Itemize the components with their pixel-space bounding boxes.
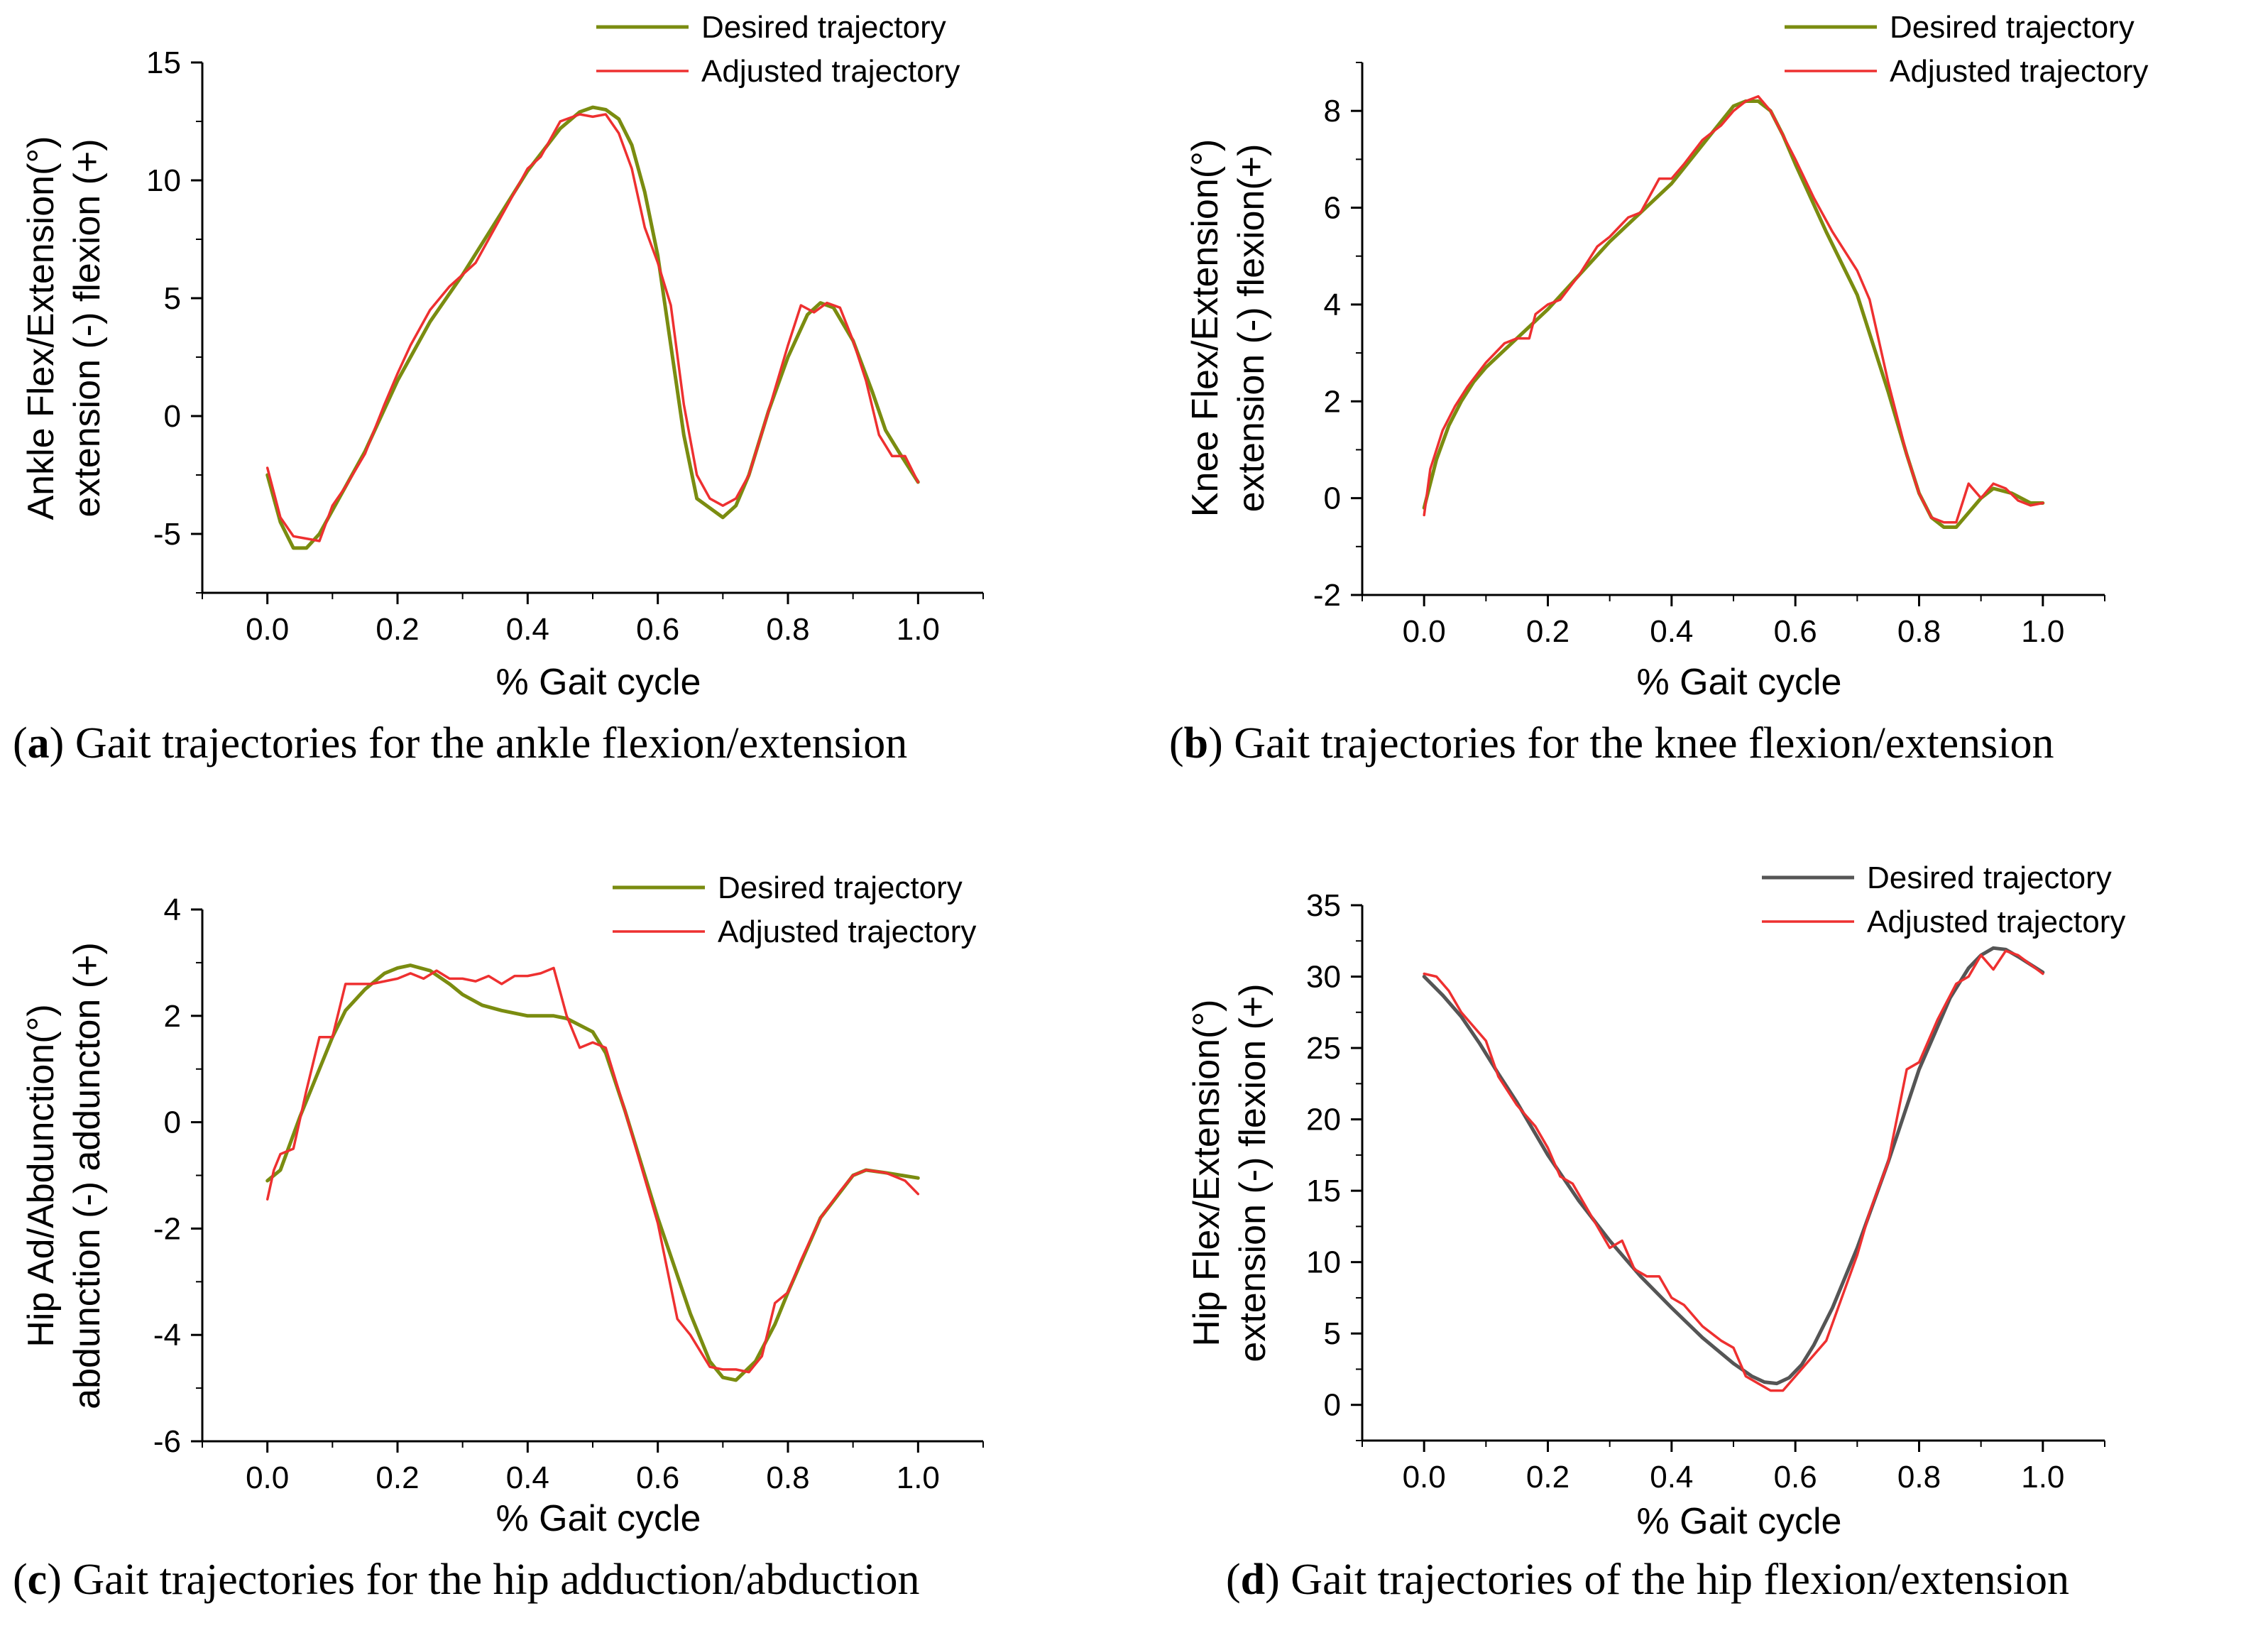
legend-label-adjusted-d: Adjusted trajectory (1867, 905, 2125, 939)
chart-panel-b: 0.0 0.2 0.4 0.6 0.8 1.0 -2 0 2 4 6 8 % Gait cycle Kne… (1169, 0, 2268, 781)
y-tick-label-b: 8 (1324, 94, 1341, 129)
legend-label-adjusted-b: Adjusted trajectory (1890, 54, 2148, 89)
chart-a: 0.0 0.2 0.4 0.6 0.8 1.0 -5 0 5 10 15 % Gait cycle An… (21, 10, 984, 703)
series-line-desired-a (265, 105, 920, 550)
y-axis-label-line2-d: extension (-) flexion (+) (1232, 983, 1273, 1362)
x-tick-label-a: 1.0 (897, 612, 940, 647)
x-tick-label-d: 0.6 (1774, 1460, 1817, 1495)
y-axis-label-a: Ankle Flex/Extension(°) (21, 136, 62, 520)
series-line-adjusted-d (1423, 949, 2044, 1392)
x-tick-label-b: 0.8 (1897, 614, 1941, 649)
x-tick-label-d: 0.2 (1526, 1460, 1569, 1495)
y-tick-label-b: 2 (1324, 384, 1341, 419)
x-tick-label-c: 0.6 (636, 1460, 679, 1495)
y-tick-label-c: -2 (153, 1211, 181, 1246)
series-line-adjusted-c (265, 966, 920, 1374)
caption-text-c: Gait trajectories for the hip adduction/… (72, 1556, 920, 1604)
y-tick-label-a: 0 (164, 399, 181, 434)
x-tick-label-d: 0.4 (1650, 1460, 1693, 1495)
legend-label-adjusted-a: Adjusted trajectory (701, 54, 960, 89)
series-line-adjusted-a (265, 113, 920, 542)
chart-panel-d: 0.0 0.2 0.4 0.6 0.8 1.0 0 5 10 15 20 25 30 35 % Gait c… (1169, 838, 2268, 1628)
x-tick-label-d: 0.0 (1403, 1460, 1446, 1495)
x-axis-label-b: % Gait cycle (1637, 662, 1842, 703)
x-tick-label-a: 0.8 (766, 612, 809, 647)
y-tick-label-d: 5 (1324, 1316, 1341, 1351)
caption-text-d: Gait trajectories of the hip flexion/ext… (1291, 1556, 2070, 1604)
y-tick-label-b: 0 (1324, 481, 1341, 516)
x-tick-label-b: 0.2 (1526, 614, 1569, 649)
x-tick-label-a: 0.0 (246, 612, 289, 647)
y-tick-label-d: 15 (1306, 1174, 1341, 1208)
caption-d: (d) Gait trajectories of the hip flexion… (1226, 1556, 2070, 1604)
x-axis-label-d: % Gait cycle (1637, 1501, 1842, 1542)
chart-b: 0.0 0.2 0.4 0.6 0.8 1.0 -2 0 2 4 6 8 % Gait cycle Kne… (1185, 10, 2148, 703)
caption-a: (a) Gait trajectories for the ankle flex… (13, 719, 908, 767)
y-axis-label-line2-b: extension (-) flexion(+) (1231, 144, 1272, 513)
x-tick-label-c: 0.0 (246, 1460, 289, 1495)
y-tick-label-c: -4 (153, 1318, 181, 1353)
caption-letter-a: a (27, 719, 50, 767)
series-line-adjusted-b (1423, 94, 2044, 524)
y-tick-label-c: 4 (164, 892, 181, 927)
chart-c: 0.0 0.2 0.4 0.6 0.8 1.0 -6 -4 -2 0 2 4 % Gait cycle H… (21, 870, 984, 1539)
y-axis-label-c: Hip Ad/Abdunction(°) (21, 1004, 62, 1347)
y-tick-label-b: -2 (1313, 578, 1341, 613)
series-line-desired-b (1422, 99, 2045, 529)
x-tick-label-b: 0.6 (1774, 614, 1817, 649)
y-axis-label-line2-c: abdunction (-) adduncton (+) (67, 942, 108, 1409)
chart-panel-c: 0.0 0.2 0.4 0.6 0.8 1.0 -6 -4 -2 0 2 4 % Gait cycle H… (0, 838, 1134, 1628)
legend-label-adjusted-c: Adjusted trajectory (718, 914, 976, 949)
caption-c: (c) Gait trajectories for the hip adduct… (13, 1556, 920, 1604)
series-line-desired-d (1422, 946, 2045, 1386)
x-tick-label-b: 0.4 (1650, 614, 1693, 649)
y-tick-label-d: 10 (1306, 1245, 1341, 1280)
y-axis-label-d: Hip Flex/Extension(°) (1186, 1000, 1227, 1347)
x-axis-label-a: % Gait cycle (496, 662, 701, 703)
y-tick-label-a: 5 (164, 281, 181, 316)
caption-b: (b) Gait trajectories for the knee flexi… (1169, 719, 2054, 767)
x-tick-label-a: 0.2 (376, 612, 419, 647)
y-tick-label-d: 20 (1306, 1103, 1341, 1137)
y-axis-label-b: Knee Flex/Extension(°) (1185, 139, 1226, 517)
legend-label-desired-d: Desired trajectory (1867, 861, 2112, 895)
y-tick-label-a: 15 (146, 45, 181, 80)
y-tick-label-a: 10 (146, 163, 181, 198)
x-tick-label-c: 0.4 (506, 1460, 549, 1495)
y-axis-label-line2-a: extension (-) flexion (+) (67, 138, 108, 517)
y-tick-label-b: 4 (1324, 288, 1341, 322)
legend-label-desired-c: Desired trajectory (718, 870, 963, 905)
chart-d: 0.0 0.2 0.4 0.6 0.8 1.0 0 5 10 15 20 25 30 35 % Gait c… (1186, 861, 2125, 1542)
series-line-desired-c (265, 963, 920, 1382)
y-tick-label-c: 0 (164, 1105, 181, 1140)
y-tick-label-d: 30 (1306, 960, 1341, 995)
caption-text-a: Gait trajectories for the ankle flexion/… (75, 719, 908, 767)
legend-label-desired-b: Desired trajectory (1890, 10, 2135, 45)
x-axis-label-c: % Gait cycle (496, 1498, 701, 1539)
y-tick-label-c: -6 (153, 1424, 181, 1459)
x-tick-label-c: 1.0 (897, 1460, 940, 1495)
y-tick-label-c: 2 (164, 999, 181, 1034)
x-tick-label-d: 0.8 (1897, 1460, 1941, 1495)
x-tick-label-c: 0.2 (376, 1460, 419, 1495)
x-tick-label-d: 1.0 (2021, 1460, 2064, 1495)
chart-panel-a: 0.0 0.2 0.4 0.6 0.8 1.0 -5 0 5 10 15 % Gait cycle An… (0, 0, 1134, 781)
caption-letter-d: d (1240, 1556, 1266, 1604)
x-tick-label-c: 0.8 (766, 1460, 809, 1495)
caption-letter-b: b (1183, 719, 1209, 767)
y-tick-label-b: 6 (1324, 191, 1341, 226)
x-tick-label-b: 0.0 (1403, 614, 1446, 649)
caption-text-b: Gait trajectories for the knee flexion/e… (1234, 719, 2054, 767)
x-tick-label-b: 1.0 (2021, 614, 2064, 649)
y-tick-label-d: 35 (1306, 888, 1341, 923)
caption-letter-c: c (27, 1556, 48, 1604)
y-tick-label-a: -5 (153, 517, 181, 552)
y-tick-label-d: 0 (1324, 1388, 1341, 1423)
x-tick-label-a: 0.4 (506, 612, 549, 647)
x-tick-label-a: 0.6 (636, 612, 679, 647)
legend-label-desired-a: Desired trajectory (701, 10, 946, 45)
y-tick-label-d: 25 (1306, 1031, 1341, 1066)
